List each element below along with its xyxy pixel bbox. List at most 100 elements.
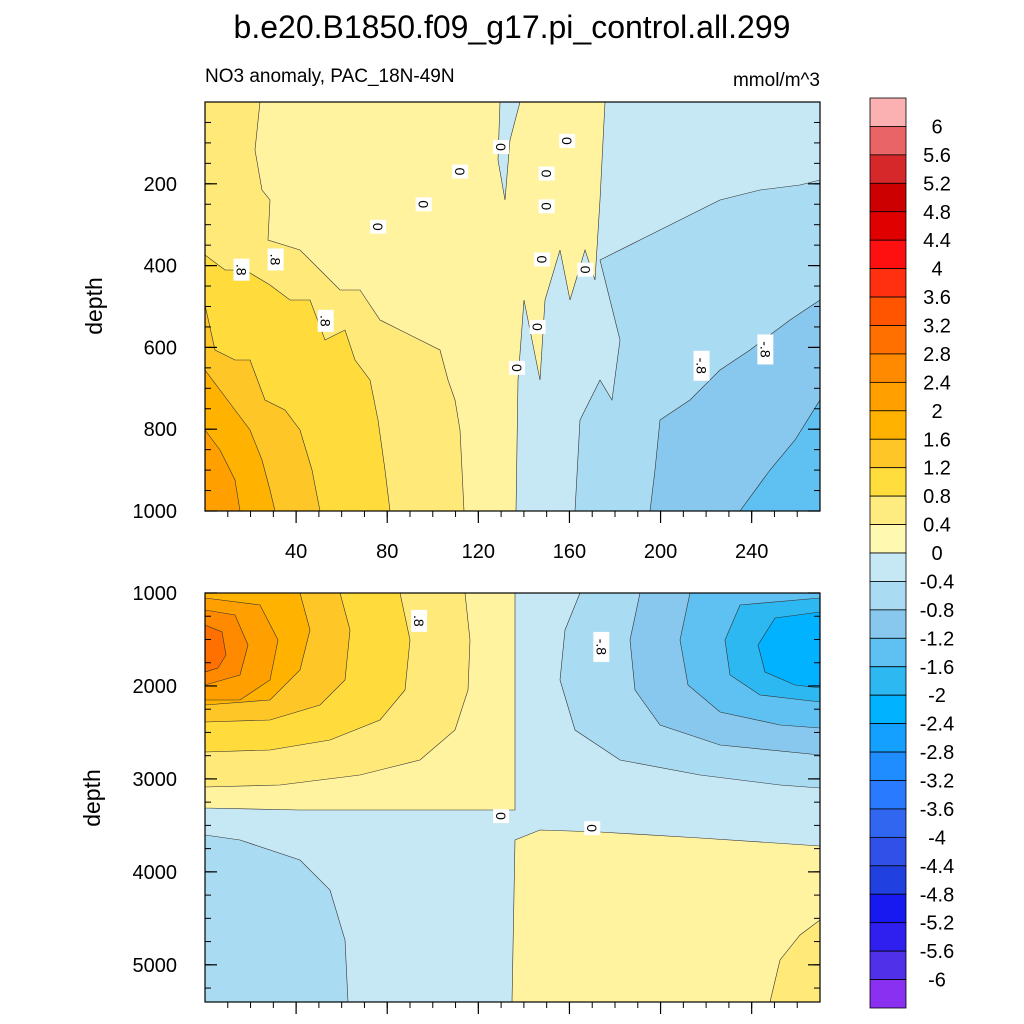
colorbar-label: -4 bbox=[928, 827, 946, 849]
colorbar-label: 0.8 bbox=[923, 486, 951, 508]
colorbar-label: 1.2 bbox=[923, 458, 951, 480]
y-tick-label: 2000 bbox=[133, 676, 178, 698]
colorbar-label: 5.2 bbox=[923, 173, 951, 195]
colorbar-label: 4.8 bbox=[923, 202, 951, 224]
contour-label-bg bbox=[493, 139, 510, 154]
colorbar-label: 2 bbox=[931, 401, 942, 423]
colorbar-swatch bbox=[869, 637, 907, 668]
colorbar-swatch bbox=[869, 581, 907, 611]
lower-y-axis-title: depth bbox=[79, 769, 105, 827]
x-tick-label: 160 bbox=[553, 541, 586, 563]
lower-y-axis: 1000 2000 3000 4000 5000 bbox=[133, 583, 820, 989]
colorbar-swatch bbox=[869, 126, 907, 156]
colorbar-swatch bbox=[869, 239, 907, 270]
colorbar-swatch bbox=[869, 182, 907, 213]
colorbar-label: -1.2 bbox=[920, 628, 954, 650]
y-tick-label: 600 bbox=[144, 337, 177, 359]
colorbar-label: -0.4 bbox=[920, 571, 954, 593]
contour-label: .8 bbox=[233, 258, 250, 281]
colorbar-label: -6 bbox=[928, 970, 946, 992]
contour-label: 0 bbox=[415, 197, 432, 212]
colorbar-label: 1.6 bbox=[923, 429, 951, 451]
lower-x-axis bbox=[227, 1002, 798, 1014]
contour-label: .8 bbox=[317, 309, 334, 332]
colorbar: 6 5.6 5.2 4.8 4.4 4 3.6 3.2 2.8 2.4 2 1.6 1.2 0.8 0.4 0… bbox=[869, 97, 954, 1009]
lower-contour-labels: .8 -.8 0 0 bbox=[411, 609, 610, 836]
colorbar-swatch bbox=[869, 381, 907, 412]
colorbar-label: 2.4 bbox=[923, 372, 951, 394]
lower-band-0to0.4-bottom bbox=[511, 829, 820, 1002]
contour-label-bg bbox=[529, 319, 546, 334]
colorbar-label: -2.8 bbox=[920, 742, 954, 764]
colorbar-swatch bbox=[869, 723, 907, 753]
contour-label-text: 0 bbox=[493, 143, 509, 151]
x-tick-label: 240 bbox=[735, 541, 768, 563]
colorbar-label: -4.8 bbox=[920, 884, 954, 906]
colorbar-label: 4 bbox=[931, 259, 942, 281]
contour-label: .8 bbox=[267, 248, 284, 271]
contour-label: 0 bbox=[538, 166, 555, 181]
contour-label: -.8 bbox=[757, 334, 774, 365]
colorbar-swatch bbox=[869, 495, 907, 525]
contour-label-text: .8 bbox=[411, 615, 427, 627]
colorbar-swatch bbox=[869, 268, 907, 298]
colorbar-swatch bbox=[869, 609, 907, 639]
colorbar-label: -5.2 bbox=[920, 913, 954, 935]
lower-plot-frame bbox=[204, 592, 821, 1003]
contour-label-text: 0 bbox=[452, 168, 468, 176]
colorbar-swatch bbox=[869, 808, 907, 838]
contour-label: -.8 bbox=[593, 631, 610, 662]
colorbar-swatch bbox=[869, 211, 907, 241]
contour-label-text: .8 bbox=[318, 315, 334, 327]
upper-x-axis: 40 80 120 160 200 240 bbox=[227, 511, 798, 563]
x-tick-label: 40 bbox=[285, 541, 307, 563]
contour-label: 0 bbox=[577, 262, 594, 277]
colorbar-label: -5.6 bbox=[920, 941, 954, 963]
contour-label-text: 0 bbox=[530, 323, 546, 331]
contour-label-bg bbox=[757, 334, 774, 365]
contour-label-bg bbox=[593, 631, 610, 662]
lower-band-0.4to-0.8-bottom bbox=[205, 834, 349, 1002]
colorbar-label: 6 bbox=[931, 116, 942, 138]
lower-band-2to-2.4 bbox=[757, 611, 820, 689]
colorbar-label: 2.8 bbox=[923, 344, 951, 366]
contour-label: 0 bbox=[559, 133, 576, 148]
upper-band-0.8to-1.2 bbox=[649, 299, 820, 511]
contour-label: 0 bbox=[538, 199, 555, 214]
contour-label-text: 0 bbox=[539, 170, 555, 178]
contour-label-text: .8 bbox=[268, 254, 284, 266]
colorbar-label: 5.6 bbox=[923, 145, 951, 167]
contour-label-bg bbox=[267, 248, 284, 271]
colorbar-swatch bbox=[869, 666, 907, 696]
contour-label-text: -.8 bbox=[593, 639, 609, 656]
contour-label-text: 0 bbox=[584, 824, 600, 832]
x-tick-label: 200 bbox=[644, 541, 677, 563]
contour-label: .8 bbox=[411, 609, 428, 632]
lower-panel-field bbox=[205, 593, 820, 1002]
contour-label-text: 0 bbox=[509, 364, 525, 372]
contour-label-text: 0 bbox=[577, 266, 593, 274]
colorbar-swatch bbox=[869, 751, 907, 781]
contour-label: 0 bbox=[529, 319, 546, 334]
colorbar-swatch bbox=[869, 438, 907, 469]
units-label: mmol/m^3 bbox=[733, 70, 820, 91]
y-tick-label: 1000 bbox=[133, 501, 178, 523]
colorbar-label: -0.8 bbox=[920, 600, 954, 622]
colorbar-label: -4.4 bbox=[920, 856, 954, 878]
lower-band-2.8to3.2 bbox=[205, 624, 227, 673]
contour-label-text: 0 bbox=[493, 812, 509, 820]
colorbar-swatch bbox=[869, 524, 907, 554]
contour-label-bg bbox=[509, 360, 526, 375]
contour-label: 0 bbox=[584, 821, 601, 836]
x-tick-label: 80 bbox=[376, 541, 398, 563]
contour-label-bg bbox=[538, 166, 555, 181]
colorbar-swatch bbox=[869, 922, 907, 952]
contour-label-bg bbox=[538, 199, 555, 214]
y-tick-label: 400 bbox=[144, 256, 177, 278]
contour-label: 0 bbox=[493, 139, 510, 154]
chart-title: b.e20.B1850.f09_g17.pi_control.all.299 bbox=[234, 9, 791, 45]
colorbar-swatch bbox=[869, 552, 907, 582]
colorbar-swatch bbox=[869, 97, 907, 127]
contour-label-bg bbox=[415, 197, 432, 212]
contour-label: -.8 bbox=[693, 350, 710, 381]
